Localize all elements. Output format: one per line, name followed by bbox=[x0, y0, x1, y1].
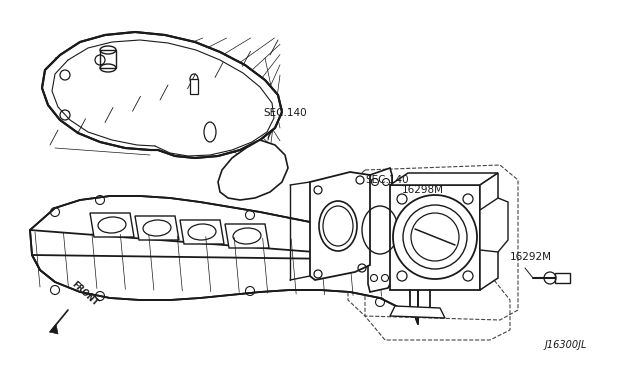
Polygon shape bbox=[218, 140, 288, 200]
Text: 16292M: 16292M bbox=[510, 252, 552, 262]
Text: SEC.140: SEC.140 bbox=[263, 108, 307, 118]
Polygon shape bbox=[480, 198, 508, 252]
Polygon shape bbox=[368, 168, 392, 292]
Polygon shape bbox=[390, 185, 480, 290]
Text: 16298M: 16298M bbox=[402, 185, 444, 195]
Text: SEC.140: SEC.140 bbox=[365, 175, 408, 185]
Polygon shape bbox=[310, 172, 370, 280]
Polygon shape bbox=[50, 324, 58, 334]
Text: J16300JL: J16300JL bbox=[545, 340, 588, 350]
Circle shape bbox=[393, 195, 477, 279]
Text: FRONT: FRONT bbox=[70, 280, 100, 308]
Polygon shape bbox=[390, 173, 498, 185]
Polygon shape bbox=[100, 50, 116, 68]
Polygon shape bbox=[135, 216, 179, 240]
Polygon shape bbox=[30, 196, 418, 324]
Polygon shape bbox=[90, 213, 134, 237]
Polygon shape bbox=[42, 32, 282, 158]
Polygon shape bbox=[225, 224, 269, 248]
Polygon shape bbox=[480, 173, 498, 290]
Polygon shape bbox=[180, 220, 224, 244]
Polygon shape bbox=[555, 273, 570, 283]
Polygon shape bbox=[190, 79, 198, 94]
Polygon shape bbox=[390, 306, 445, 318]
